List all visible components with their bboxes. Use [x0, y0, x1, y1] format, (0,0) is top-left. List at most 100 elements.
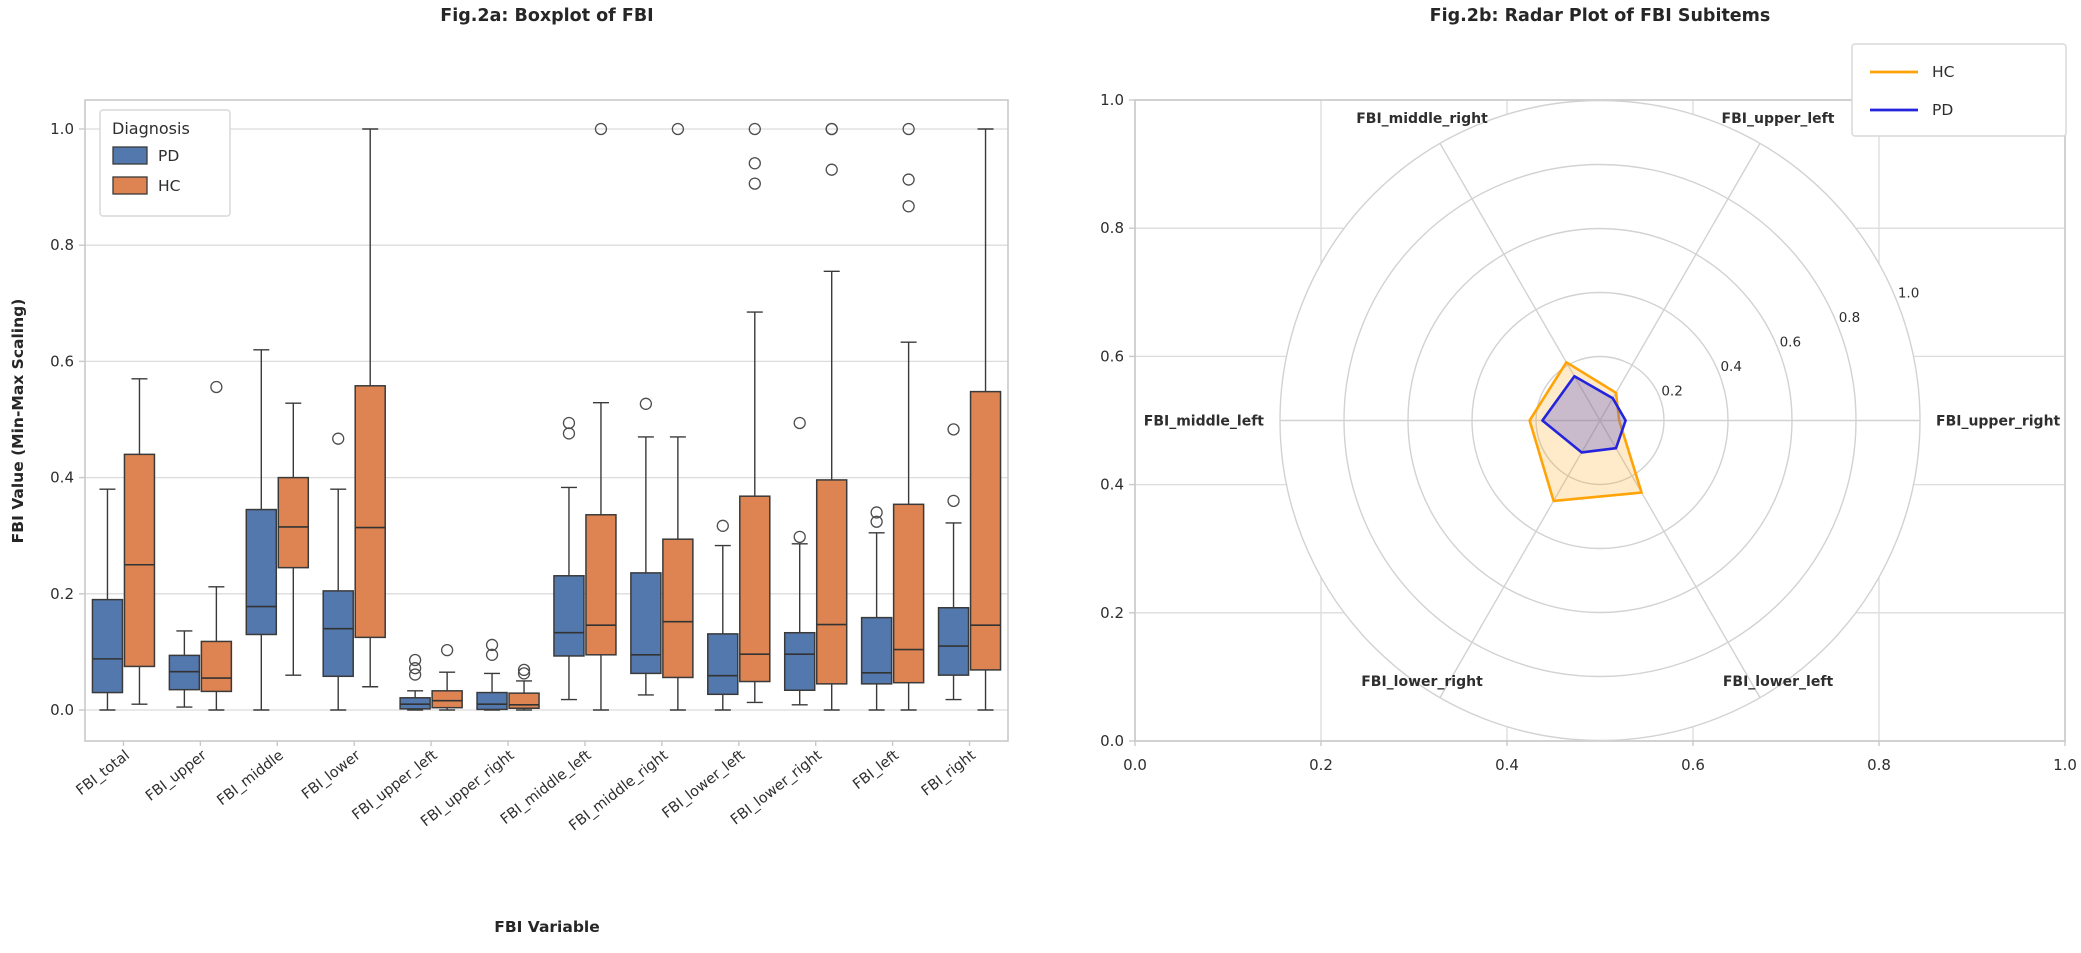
box-HC-FBI_lower [354, 128, 386, 688]
box-PD-FBI_upper_right [476, 638, 508, 711]
radar-axis-label-FBI_upper_right: FBI_upper_right [1936, 414, 2061, 430]
box-body [277, 476, 310, 569]
legend-label-HC: HC [1932, 63, 1954, 81]
outlier-point [332, 432, 345, 445]
radar-axis-label-FBI_lower_left: FBI_lower_left [1723, 674, 1834, 690]
box-body [783, 631, 816, 691]
radar-spoke [1439, 420, 1601, 698]
radar-x-tick-label: 0.6 [1681, 756, 1705, 774]
radar-y-tick-label: 0.8 [1100, 219, 1124, 237]
radar-y-tick-label: 0.0 [1100, 732, 1124, 750]
radar-x-tick-label: 1.0 [2053, 756, 2077, 774]
box-body [245, 508, 278, 636]
radar-x-tick-label: 0.8 [1867, 756, 1891, 774]
radar-r-tick-label: 0.6 [1780, 335, 1801, 351]
legend-title: Diagnosis [112, 119, 190, 138]
outlier-point [902, 200, 915, 213]
outlier-point [440, 644, 454, 657]
box-body [937, 606, 970, 676]
radar-spoke [1599, 143, 1761, 421]
radar-x-tick-label: 0.2 [1309, 756, 1333, 774]
boxplot-y-tick-label: 0.8 [50, 236, 74, 254]
box-body [123, 453, 156, 668]
outlier-point [485, 648, 499, 661]
box-HC-FBI_lower_left [739, 122, 771, 704]
outlier-point [902, 122, 915, 136]
boxplot-x-tick-label: FBI_lower [299, 748, 364, 803]
radar-title: Fig.2b: Radar Plot of FBI Subitems [1429, 6, 1771, 26]
outlier-point [639, 397, 653, 410]
boxplot-y-tick-label: 0.0 [50, 701, 74, 719]
box-body [860, 616, 893, 685]
radar-r-tick-label: 0.8 [1839, 310, 1860, 326]
outlier-point [210, 380, 223, 394]
box-PD-FBI_middle [245, 349, 278, 711]
legend-box [1851, 43, 2067, 137]
box-body [662, 538, 694, 679]
box-PD-FBI_middle_right [630, 397, 662, 696]
boxplot-x-tick-label: FBI_left [850, 747, 902, 793]
legend-patch-PD [112, 146, 148, 165]
box-body [354, 385, 386, 639]
box-PD-FBI_upper [168, 630, 201, 708]
box-body [200, 640, 233, 693]
radar-y-tick-label: 1.0 [1100, 91, 1124, 109]
box-body [322, 590, 354, 678]
radar-x-tick-label: 0.4 [1495, 756, 1519, 774]
outlier-point [517, 667, 531, 680]
legend-label-PD: PD [158, 147, 179, 165]
radar-x-tick-label: 0.0 [1123, 756, 1147, 774]
outlier-point [947, 494, 960, 507]
radar-r-tick-label: 1.0 [1898, 286, 1919, 302]
outlier-point [748, 177, 761, 190]
boxplot-frame [84, 99, 1009, 742]
outlier-point [748, 157, 761, 170]
box-body [399, 697, 431, 710]
boxplot-x-axis-label: FBI Variable [494, 918, 600, 936]
boxplot-y-tick-label: 0.2 [50, 585, 74, 603]
box-PD-FBI_total [91, 488, 124, 711]
box-body [91, 598, 124, 694]
outlier-point [793, 416, 806, 430]
box-body [969, 390, 1002, 671]
outlier-point [825, 122, 838, 136]
outlier-point [870, 515, 883, 528]
box-body [630, 572, 662, 675]
radar-spoke [1599, 420, 1761, 698]
legend-label-HC: HC [158, 177, 180, 195]
outlier-point [517, 663, 531, 677]
box-HC-FBI_left [892, 122, 925, 711]
outlier-point [748, 122, 761, 136]
boxplot-x-tick-label: FBI_right [919, 747, 979, 799]
outlier-point [870, 506, 883, 519]
boxplot-y-axis-label: FBI Value (Min-Max Scaling) [9, 298, 27, 544]
radar-axes: 0.0 0.2 0.4 0.6 0.8 1.0 0.0 0.2 0.4 0.6 0.8 1.0 0.2 0… [1100, 43, 2077, 774]
outlier-point [716, 519, 729, 532]
outlier-point [562, 416, 576, 430]
legend-label-PD: PD [1932, 101, 1953, 119]
radar-y-tick-label: 0.2 [1100, 604, 1124, 622]
box-body [585, 514, 617, 656]
boxplot-y-tick-label: 1.0 [50, 120, 74, 138]
box-PD-FBI_lower [322, 432, 354, 711]
box-PD-FBI_lower_left [707, 519, 739, 711]
radar-axis-label-FBI_middle_right: FBI_middle_right [1356, 111, 1488, 127]
box-HC-FBI_upper [200, 380, 233, 711]
outlier-point [594, 122, 608, 136]
box-HC-FBI_middle_left [585, 122, 617, 711]
legend-patch-HC [112, 176, 148, 195]
box-body [892, 503, 925, 684]
boxplot-legend: Diagnosis PD HC [99, 109, 231, 217]
radar-r-tick-label: 0.2 [1661, 384, 1682, 400]
radar-axis-label-FBI_upper_left: FBI_upper_left [1722, 111, 1835, 127]
box-PD-FBI_left [860, 506, 893, 711]
radar-series-PD [1541, 374, 1627, 454]
box-HC-FBI_right [969, 128, 1002, 711]
box-PD-FBI_right [937, 423, 970, 701]
box-HC-FBI_upper_left [431, 644, 463, 711]
outlier-point [947, 423, 960, 436]
boxplot-x-tick-label: FBI_total [73, 748, 132, 799]
outlier-point [793, 530, 806, 544]
